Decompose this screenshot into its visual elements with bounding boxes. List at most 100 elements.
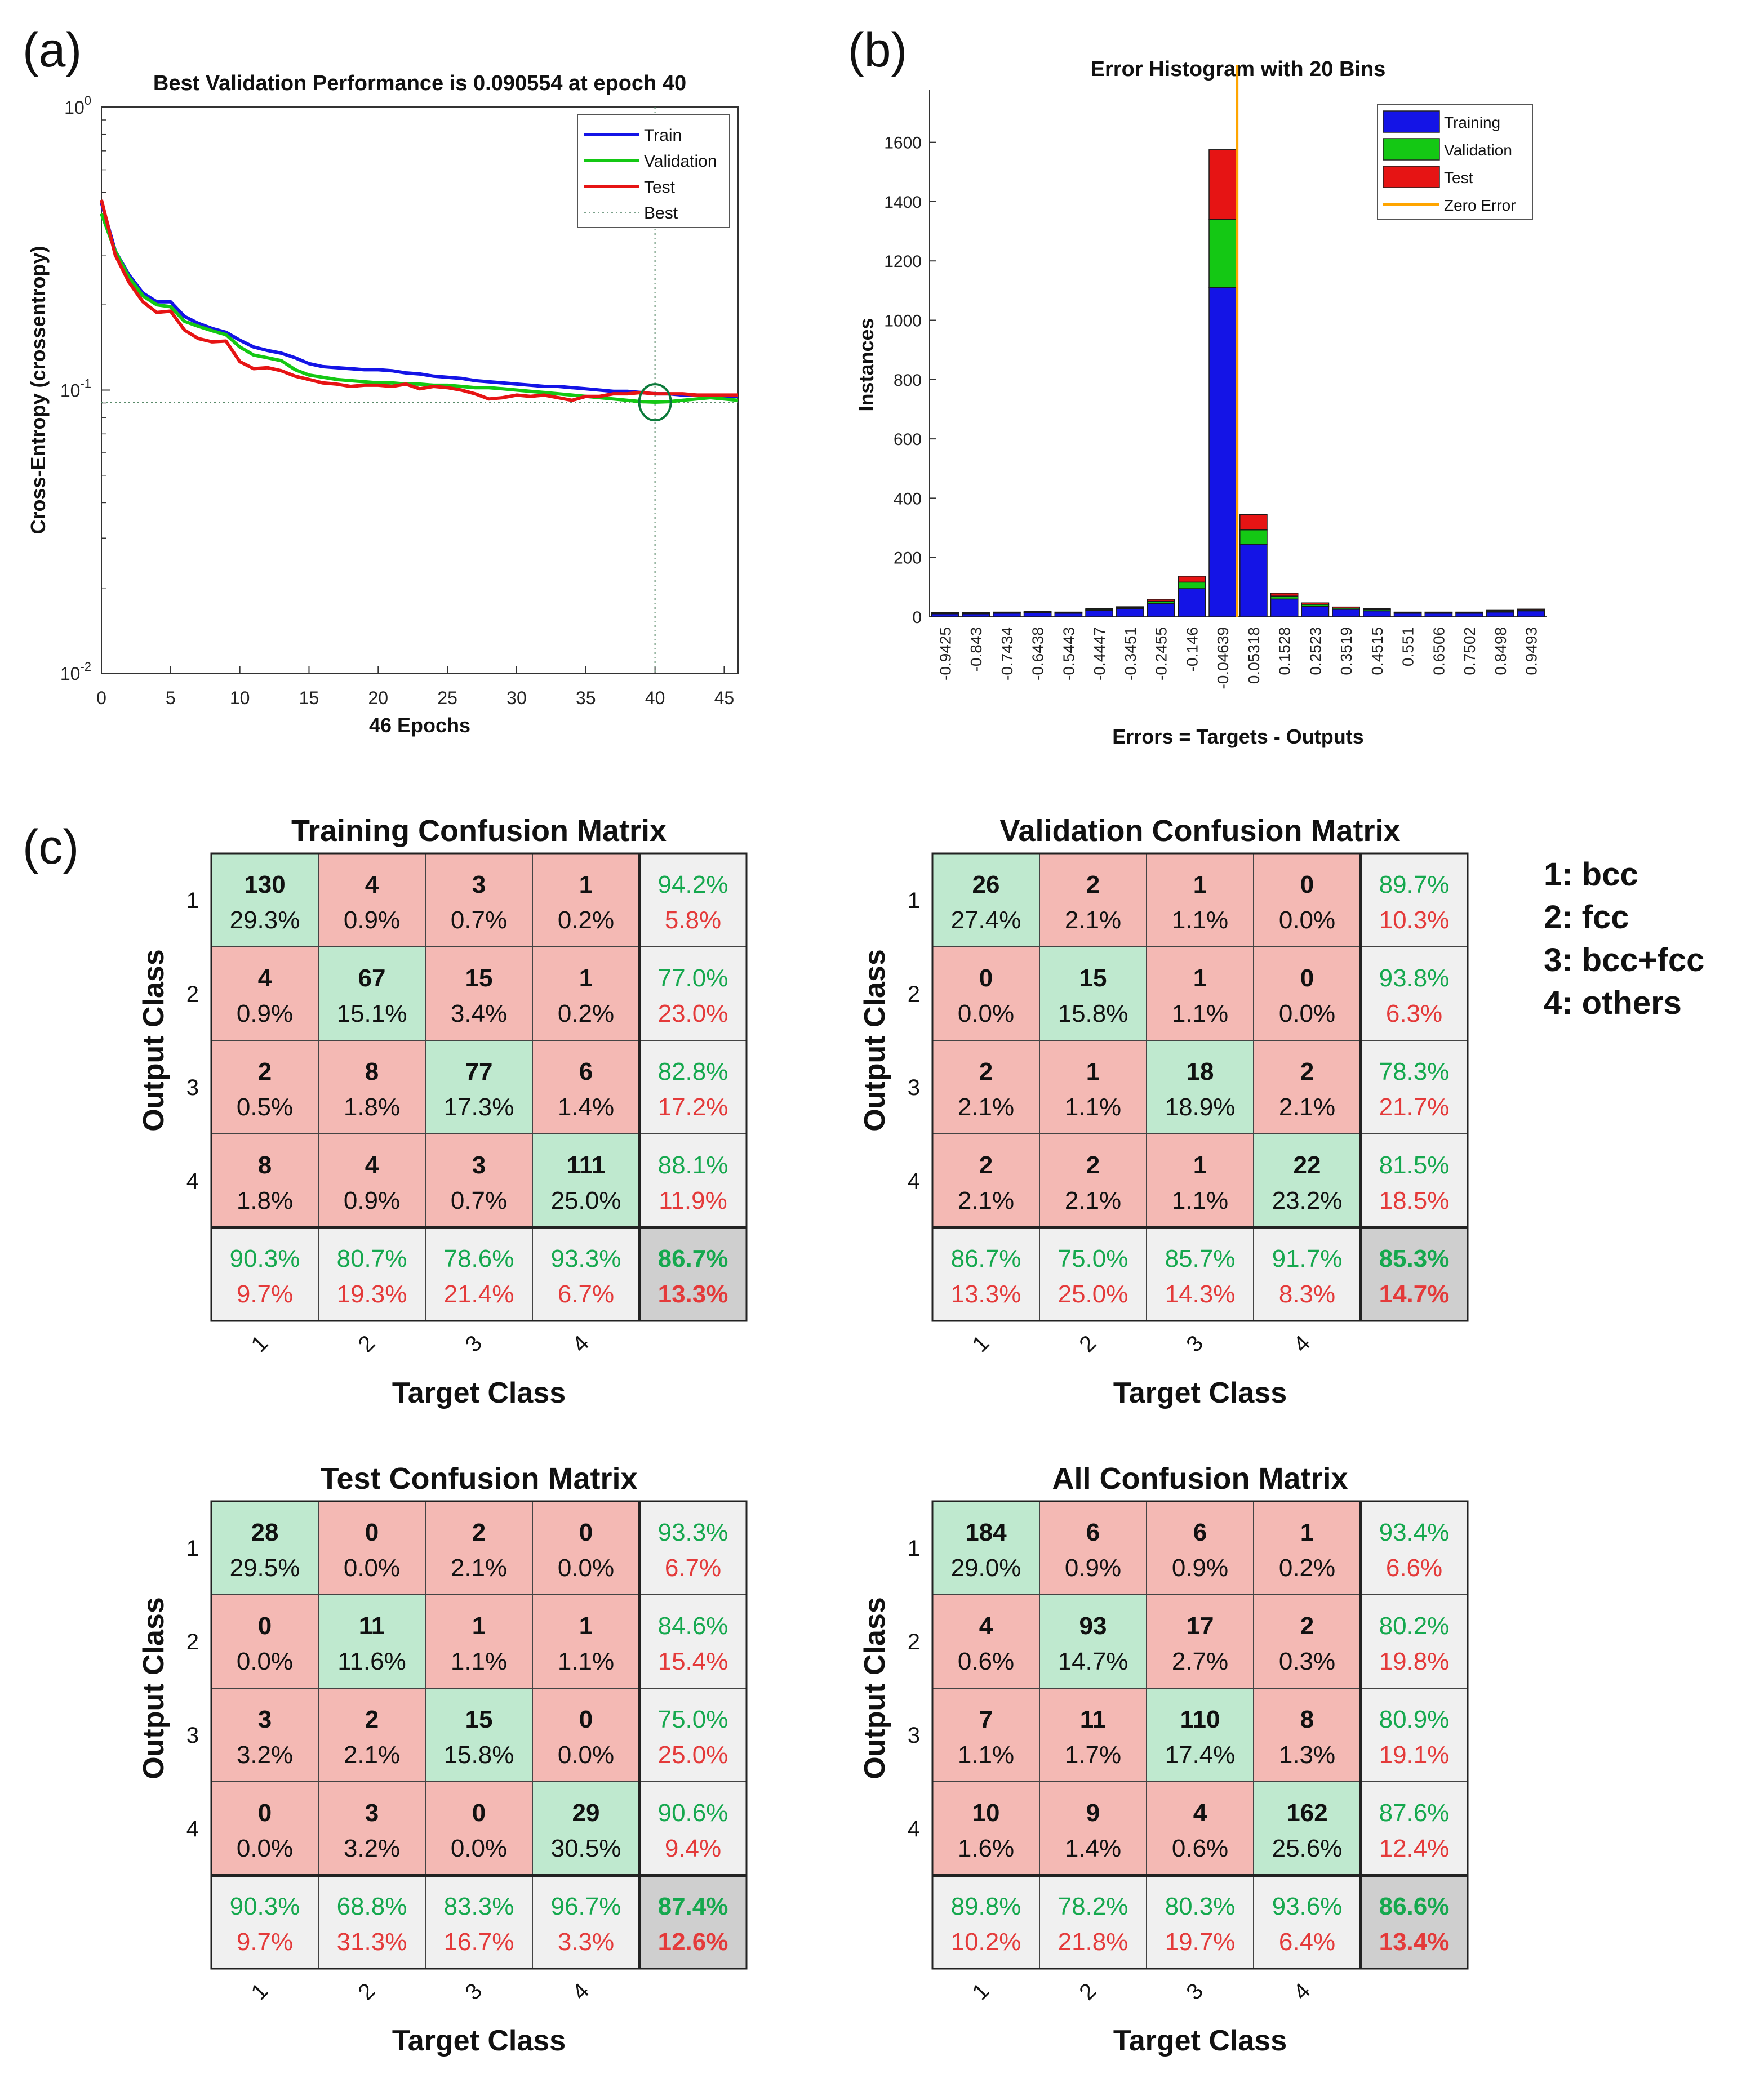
training-matrix-cell-percent: 1.8% xyxy=(237,1187,293,1214)
test-matrix-cell xyxy=(211,1594,319,1689)
test-matrix-cell-percent: 0.0% xyxy=(344,1554,400,1582)
x-tick-label: 0.7502 xyxy=(1461,627,1478,675)
all-matrix-cell xyxy=(1039,1594,1147,1689)
validation-matrix-cell-value: 1 xyxy=(1193,964,1207,992)
bar-training xyxy=(1270,598,1299,617)
training-matrix-col-label: 4 xyxy=(567,1330,594,1357)
validation-matrix-cell xyxy=(1360,1040,1468,1134)
test-matrix-cell-percent: 9.7% xyxy=(237,1928,293,1956)
all-matrix-x-axis-label: Target Class xyxy=(1113,2024,1287,2057)
validation-matrix-cell-value: 86.7% xyxy=(951,1245,1021,1272)
bar-training xyxy=(1424,612,1453,617)
training-matrix-cell-percent: 0.7% xyxy=(451,1187,507,1214)
training-matrix-cell-value: 82.8% xyxy=(658,1058,728,1085)
training-matrix-cell-percent: 13.3% xyxy=(658,1280,728,1308)
test-matrix-col-label: 3 xyxy=(460,1978,487,2005)
test-matrix-cell-value: 3 xyxy=(365,1799,379,1827)
y-tick-label: 1400 xyxy=(884,193,922,212)
validation-matrix-cell-value: 22 xyxy=(1294,1151,1321,1179)
test-matrix-cell-percent: 11.6% xyxy=(337,1648,406,1675)
bar-training xyxy=(1486,611,1514,617)
bar-training xyxy=(931,613,959,617)
legend-label: Test xyxy=(1444,169,1473,186)
bar-test xyxy=(1517,608,1545,611)
validation-matrix-y-axis-label: Output Class xyxy=(859,949,891,1132)
all-matrix-cell-percent: 19.8% xyxy=(1379,1648,1450,1675)
test-matrix-cell-value: 93.3% xyxy=(658,1519,728,1546)
test-matrix-cell xyxy=(425,1594,533,1689)
x-tick-label: 30 xyxy=(506,688,527,708)
training-matrix-cell xyxy=(532,853,640,947)
all-matrix-cell xyxy=(1253,1875,1361,1969)
all-matrix-cell-percent: 29.0% xyxy=(951,1554,1021,1582)
all-matrix-cell-value: 110 xyxy=(1180,1706,1220,1733)
validation-matrix-cell-percent: 25.0% xyxy=(1058,1280,1128,1308)
x-tick-label: 5 xyxy=(166,688,176,708)
validation-matrix-cell xyxy=(1253,946,1361,1041)
all-matrix-cell-value: 9 xyxy=(1086,1799,1100,1827)
y-tick-label: 100 xyxy=(64,94,91,118)
test-matrix-cell xyxy=(425,1688,533,1782)
test-matrix-cell-value: 28 xyxy=(251,1519,279,1546)
training-matrix-cell xyxy=(425,946,533,1041)
training-matrix-row-label: 3 xyxy=(186,1075,199,1100)
validation-matrix-cell-value: 15 xyxy=(1079,964,1107,992)
bar-training xyxy=(1208,287,1237,617)
x-tick-label: -0.5443 xyxy=(1060,627,1077,680)
all-matrix-cell-percent: 21.8% xyxy=(1058,1928,1128,1956)
validation-matrix-cell-percent: 6.3% xyxy=(1386,1000,1442,1027)
panel-label-c: (c) xyxy=(23,820,79,874)
bar-test xyxy=(1208,149,1237,220)
all-matrix-cell-percent: 12.4% xyxy=(1379,1835,1450,1862)
all-matrix-col-label: 1 xyxy=(967,1978,994,2005)
all-matrix-cell xyxy=(1360,1688,1468,1782)
validation-matrix-row-label: 4 xyxy=(908,1169,920,1194)
bar-training xyxy=(1239,544,1268,617)
all-matrix-cell xyxy=(1360,1501,1468,1595)
training-matrix-cell-value: 3 xyxy=(472,1151,486,1179)
test-matrix-cell-value: 83.3% xyxy=(444,1893,514,1920)
class-key: 1: bcc 2: fcc 3: bcc+fcc 4: others xyxy=(1544,853,1704,1025)
test-matrix-cell-value: 68.8% xyxy=(337,1893,407,1920)
bar-test xyxy=(993,611,1021,613)
chart-title: Best Validation Performance is 0.090554 … xyxy=(153,72,686,95)
test-matrix-cell-value: 15 xyxy=(465,1706,493,1733)
training-matrix-cell xyxy=(425,1133,533,1228)
all-matrix-cell-percent: 14.7% xyxy=(1058,1648,1128,1675)
training-matrix-cell-percent: 1.4% xyxy=(558,1093,614,1121)
all-matrix-cell xyxy=(1039,1501,1147,1595)
all-matrix-cell-percent: 6.6% xyxy=(1386,1554,1442,1582)
all-matrix-cell-value: 93.6% xyxy=(1272,1893,1343,1920)
all-matrix-cell-percent: 25.6% xyxy=(1272,1835,1343,1862)
bar-test xyxy=(1455,611,1483,613)
all-matrix-cell-percent: 2.7% xyxy=(1172,1648,1228,1675)
training-matrix-cell xyxy=(318,1133,426,1228)
all-matrix-cell xyxy=(1039,1688,1147,1782)
all-matrix-cell xyxy=(1039,1875,1147,1969)
training-matrix-cell-percent: 17.2% xyxy=(658,1093,728,1121)
validation-matrix-cell-percent: 18.9% xyxy=(1165,1093,1236,1121)
test-matrix-row-label: 4 xyxy=(186,1817,199,1841)
y-axis-label: Cross-Entropy (crossentropy) xyxy=(26,246,50,534)
validation-matrix-title: Validation Confusion Matrix xyxy=(999,814,1400,848)
all-matrix-cell-value: 87.6% xyxy=(1379,1799,1450,1827)
validation-matrix-cell-value: 89.7% xyxy=(1379,871,1450,898)
bar-training xyxy=(1455,612,1483,617)
all-matrix-y-axis-label: Output Class xyxy=(859,1597,891,1779)
validation-matrix-row-label: 3 xyxy=(908,1075,920,1100)
training-matrix-cell-value: 3 xyxy=(472,871,486,898)
x-tick-label: 10 xyxy=(230,688,250,708)
bar-test xyxy=(1178,576,1206,583)
training-matrix-cell xyxy=(639,1227,747,1321)
validation-matrix-cell-percent: 1.1% xyxy=(1172,1000,1228,1027)
training-matrix-cell-value: 8 xyxy=(258,1151,272,1179)
training-matrix-cell xyxy=(318,1227,426,1321)
bar-test xyxy=(1424,611,1453,613)
x-tick-label: -0.2455 xyxy=(1153,627,1170,680)
training-matrix-col-label: 3 xyxy=(460,1330,487,1357)
panel-label-a: (a) xyxy=(23,23,82,77)
training-matrix-cell-value: 15 xyxy=(465,964,493,992)
validation-matrix-col-label: 1 xyxy=(967,1330,994,1357)
training-matrix-cell-percent: 25.0% xyxy=(551,1187,621,1214)
